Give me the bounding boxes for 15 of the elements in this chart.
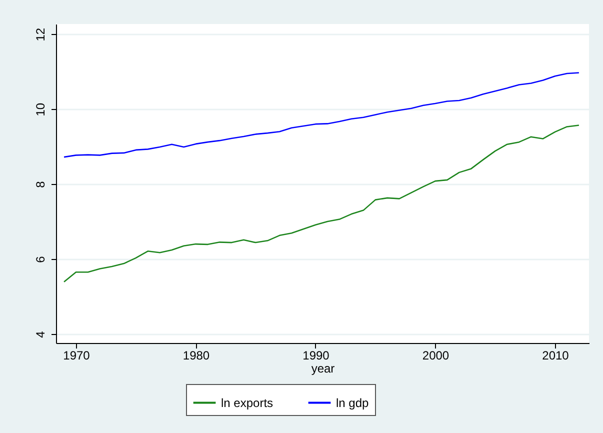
x-axis-title: year [311,362,335,376]
y-tick-label: 12 [34,28,48,42]
x-tick-label: 1970 [63,348,90,362]
legend-label: ln gdp [336,396,370,410]
legend-label: ln exports [221,396,274,410]
y-tick-label: 6 [34,256,48,263]
x-tick-label: 2010 [542,348,570,362]
x-tick-label: 2000 [422,348,450,362]
line-series [63,72,580,158]
line-series [63,124,580,283]
x-tick-label: 1980 [182,348,210,362]
y-tick-label: 4 [34,330,48,338]
y-tick-label: 10 [34,102,48,116]
y-tick-label: 8 [34,180,48,188]
x-tick-label: 1990 [302,348,330,362]
